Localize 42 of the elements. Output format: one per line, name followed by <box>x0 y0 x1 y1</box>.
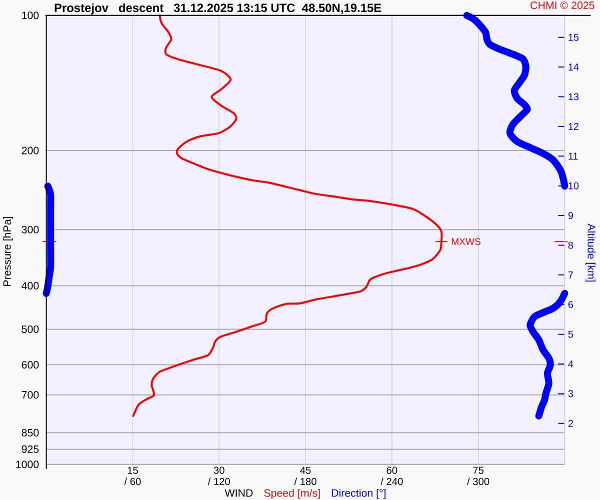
x-tick-label: 60 <box>386 466 398 474</box>
y2-tick-label: 2 <box>568 420 573 427</box>
x-tick-label: 15 <box>128 466 138 474</box>
y-tick-label: 850 <box>22 428 39 436</box>
y2-tick-label: 13 <box>568 93 579 100</box>
x2-tick-label: / 60 <box>124 478 141 486</box>
y-tick-label: 400 <box>22 282 39 290</box>
text: Direction [°] <box>332 488 386 499</box>
y-tick-label: 600 <box>22 361 39 369</box>
y-tick-label: 500 <box>22 325 39 334</box>
y2-tick-label: 11 <box>568 152 578 160</box>
y-tick-label: 1000 <box>16 460 39 468</box>
x2-tick-label: / 300 <box>467 478 490 486</box>
y2-tick-label: 3 <box>568 390 574 398</box>
x-tick-label: 30 <box>214 466 224 474</box>
x2-tick-label: / 180 <box>294 478 316 486</box>
y2-tick-label: 9 <box>568 212 573 220</box>
y2-axis-title: Altitude [km] <box>586 224 596 282</box>
y2-tick-label: 4 <box>568 360 574 368</box>
y-tick-label: 700 <box>22 391 39 399</box>
y2-tick-label: 5 <box>568 330 574 338</box>
y2-tick-label: 15 <box>568 34 579 41</box>
annotation: MXWS <box>452 238 480 245</box>
chart-title: Prostejov descent 31.12.2025 13:15 UTC 48.50N,19.15E <box>54 3 382 14</box>
text: CHMI © 2025 <box>530 2 594 10</box>
y2-tick-label: 8 <box>568 242 574 249</box>
x2-tick-label: / 240 <box>380 478 403 486</box>
y2-tick-label: 10 <box>568 182 579 190</box>
x2-tick-label: / 120 <box>208 478 230 486</box>
y-tick-label: 200 <box>22 146 39 154</box>
y-axis-title: Pressure [hPa] <box>3 217 13 286</box>
y-tick-label: 100 <box>22 12 39 20</box>
y2-tick-label: 7 <box>568 271 573 278</box>
y-tick-label: 925 <box>22 445 39 453</box>
x-tick-label: 75 <box>473 466 484 474</box>
x-axis-title: WIND <box>224 489 253 497</box>
text: Speed [m/s] <box>264 488 320 499</box>
y2-tick-label: 14 <box>568 64 579 70</box>
y2-tick-label: 6 <box>568 301 574 308</box>
x-tick-label: 45 <box>300 466 311 474</box>
y-tick-label: 300 <box>22 226 39 234</box>
y2-tick-label: 12 <box>568 122 578 130</box>
